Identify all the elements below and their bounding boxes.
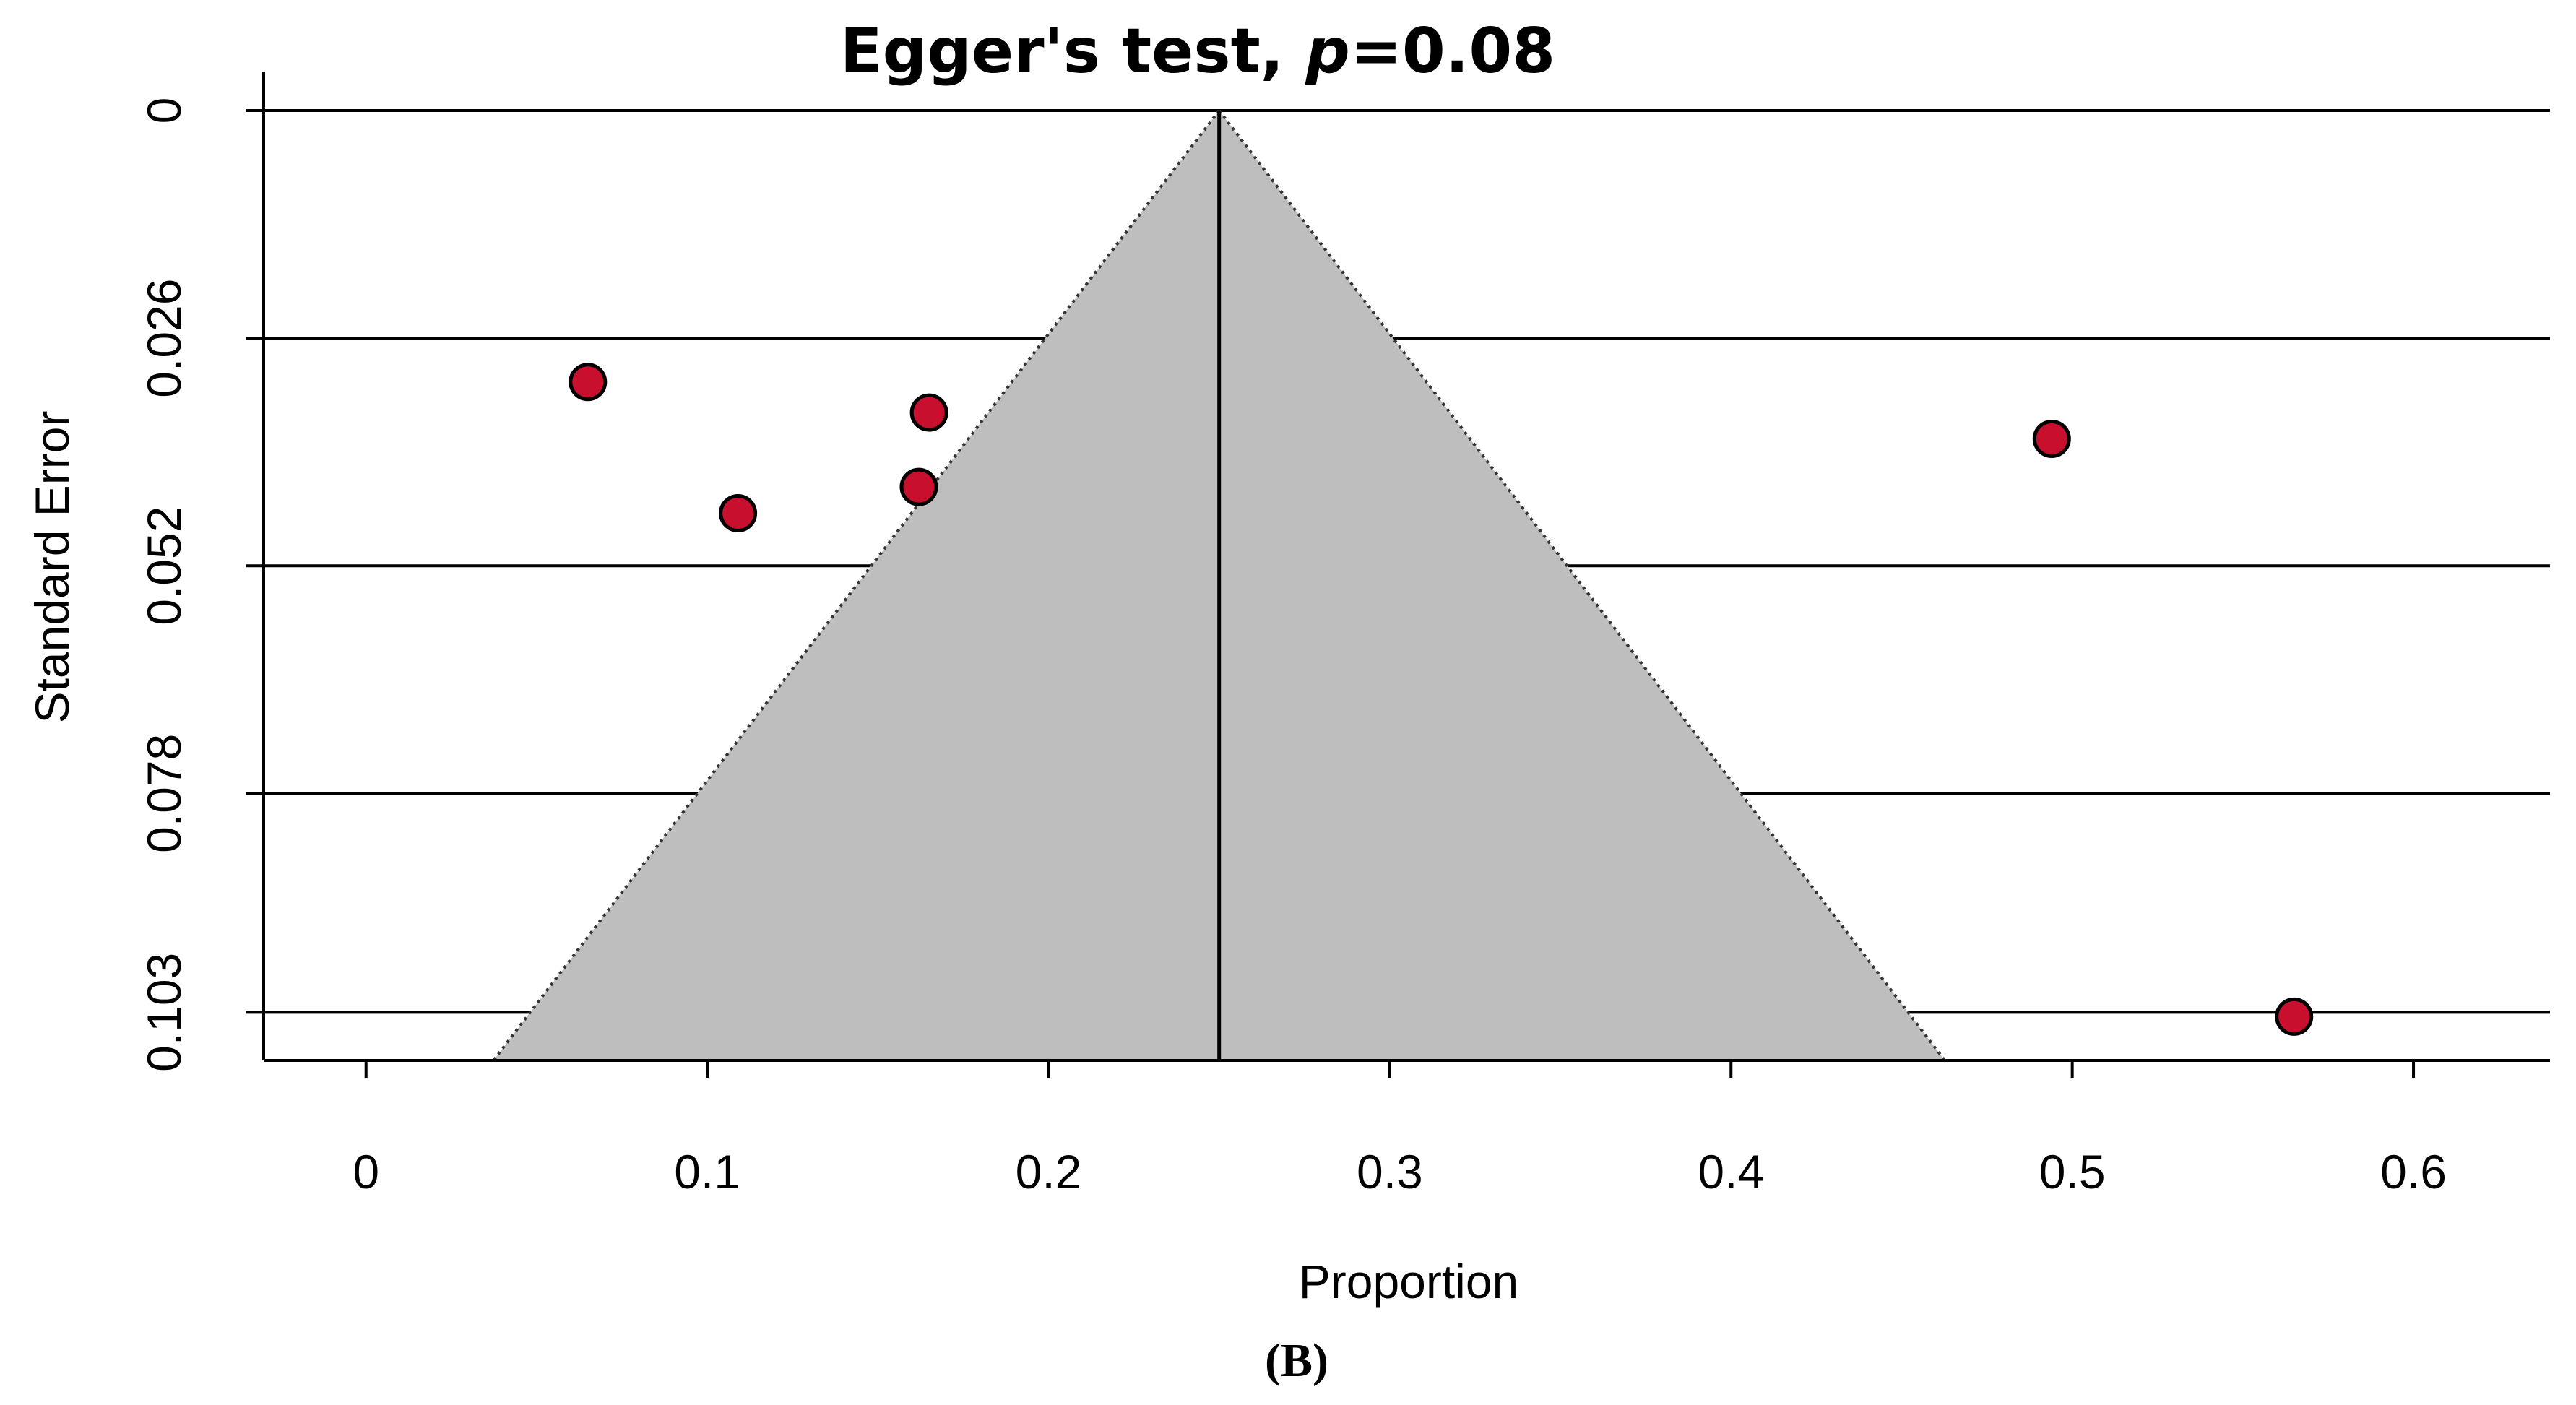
y-axis-label: Standard Error (25, 411, 79, 724)
y-tick-label-4: 0.103 (137, 953, 191, 1072)
y-tick-label-2: 0.052 (137, 506, 191, 626)
study-point-1 (719, 494, 758, 533)
x-tick-label-2: 0.2 (1016, 1145, 1082, 1198)
study-point-4 (2032, 419, 2071, 458)
axes: 0 0.026 0.052 0.078 0.103 0 0.1 0.2 0.3 0.4 0.5 0.6 (137, 72, 2550, 1198)
study-point-5 (2275, 997, 2314, 1036)
x-tick-label-5: 0.5 (2039, 1145, 2106, 1198)
x-tick-label-1: 0.1 (674, 1145, 740, 1198)
study-points (569, 363, 2314, 1036)
x-axis-label: Proportion (1299, 1255, 1519, 1308)
y-tick-label-1: 0.026 (137, 279, 191, 398)
panel-label: (B) (1265, 1334, 1328, 1387)
study-point-0 (569, 363, 608, 402)
x-tick-label-4: 0.4 (1698, 1145, 1764, 1198)
study-point-3 (909, 393, 948, 432)
y-tick-label-3: 0.078 (137, 734, 191, 853)
y-tick-label-0: 0 (137, 98, 191, 124)
x-tick-label-3: 0.3 (1357, 1145, 1423, 1198)
x-tick-label-0: 0 (353, 1145, 379, 1198)
chart-title: Egger's test, p=0.08 (840, 15, 1555, 87)
x-tick-label-6: 0.6 (2380, 1145, 2447, 1198)
study-point-2 (899, 467, 938, 506)
